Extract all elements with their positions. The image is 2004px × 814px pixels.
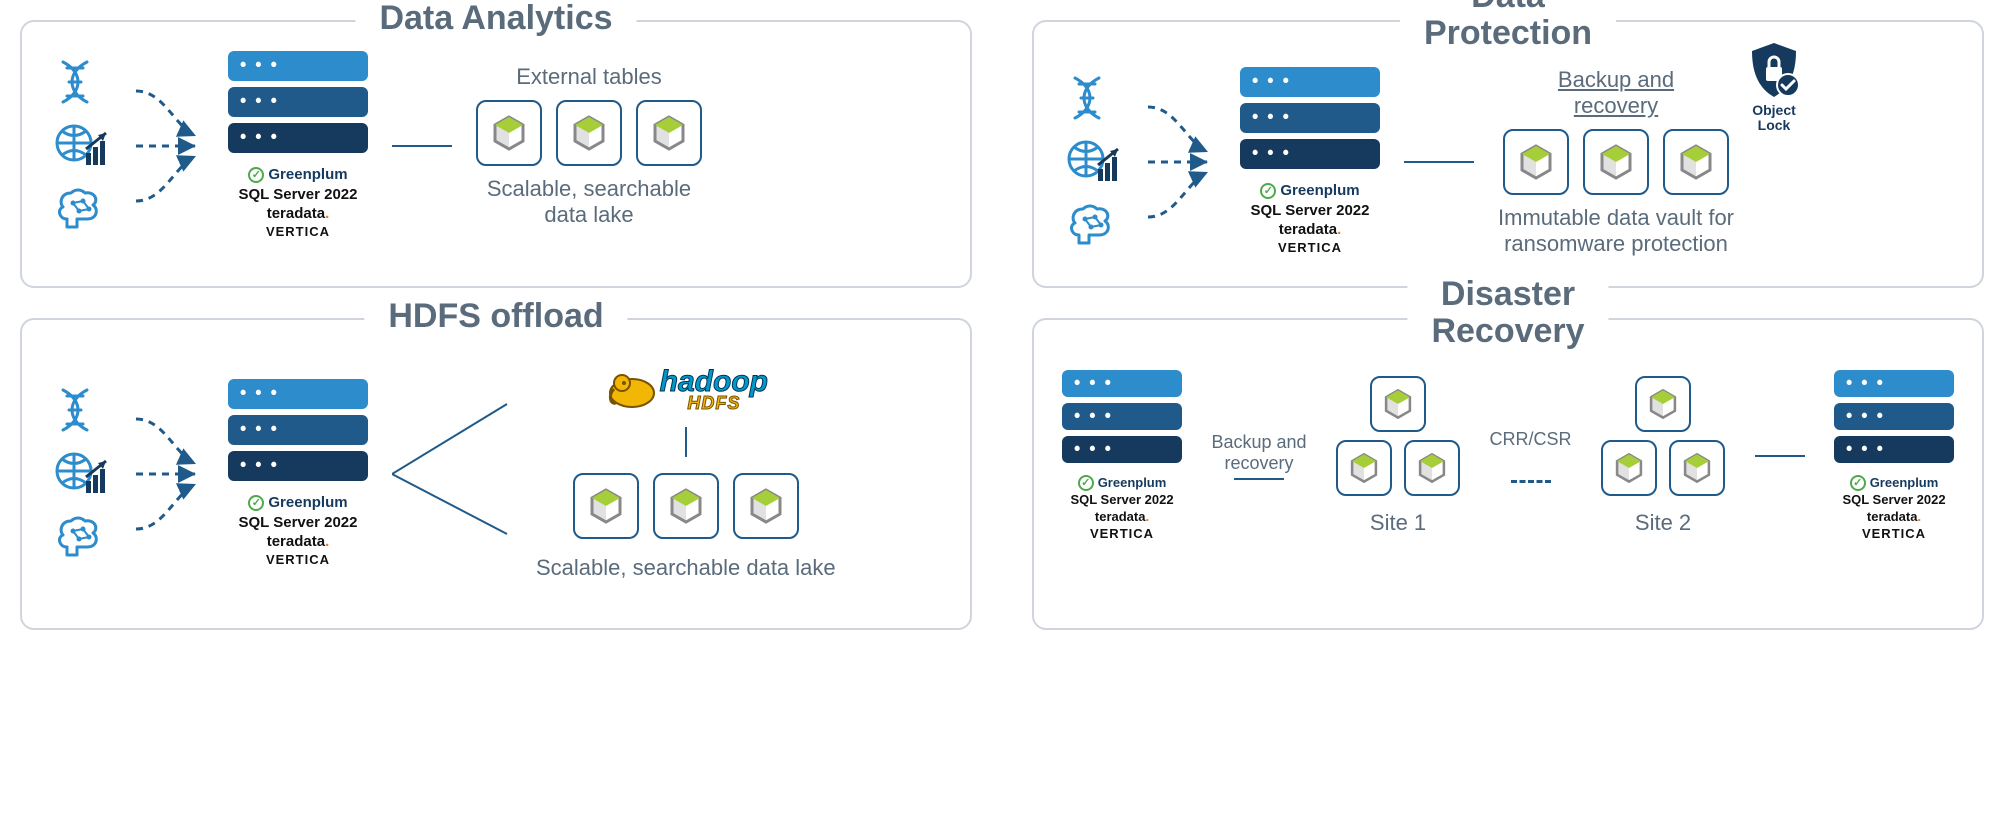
site1-cluster: Site 1 xyxy=(1336,376,1460,536)
source-icons xyxy=(1062,75,1122,249)
teradata-label: teradata xyxy=(1867,509,1918,524)
backup-recovery-label: Backup and recovery xyxy=(1558,67,1674,119)
shield-lock-icon xyxy=(1742,39,1806,103)
storage-node-icon xyxy=(556,100,622,166)
object-lock-label: Object Lock xyxy=(1752,103,1796,134)
storage-node-icon xyxy=(733,473,799,539)
server-stack: ✓Greenplum SQL Server 2022 teradata. VER… xyxy=(1240,67,1380,256)
storage-cluster: Backup and recovery Immutable data vault… xyxy=(1498,67,1734,257)
sqlserver-label: SQL Server 2022 xyxy=(1070,492,1173,509)
greenplum-label: Greenplum xyxy=(1098,475,1167,492)
panel-disaster-recovery: Disaster Recovery ✓Greenplum SQL Server … xyxy=(1032,318,1984,630)
site1-label: Site 1 xyxy=(1370,510,1426,536)
hadoop-logo: hadoop HDFS xyxy=(604,367,768,411)
source-icons xyxy=(50,59,110,233)
panel-hdfs-offload: HDFS offload ✓Greenplum SQL Server 2022 … xyxy=(20,318,972,630)
ai-brain-icon xyxy=(1062,203,1122,249)
storage-node-icon xyxy=(1336,440,1392,496)
greenplum-label: Greenplum xyxy=(1870,475,1939,492)
storage-node-icon xyxy=(1663,129,1729,195)
server-stack-site2: ✓Greenplum SQL Server 2022 teradata. VER… xyxy=(1834,370,1954,543)
storage-node-icon xyxy=(476,100,542,166)
vertica-label: VERTICA xyxy=(239,224,358,241)
server-stack-site1: ✓Greenplum SQL Server 2022 teradata. VER… xyxy=(1062,370,1182,543)
source-icons xyxy=(50,387,110,561)
storage-node-icon xyxy=(573,473,639,539)
greenplum-label: Greenplum xyxy=(268,493,347,513)
storage-node-icon xyxy=(1404,440,1460,496)
globe-chart-icon xyxy=(50,451,110,497)
server-stack: ✓Greenplum SQL Server 2022 teradata. VER… xyxy=(228,379,368,568)
object-lock-badge: Object Lock xyxy=(1742,39,1806,134)
sqlserver-label: SQL Server 2022 xyxy=(239,513,358,533)
server-stack: ✓Greenplum SQL Server 2022 teradata. VER… xyxy=(228,51,368,240)
flow-arrows-icon xyxy=(134,71,204,221)
dna-icon xyxy=(1062,75,1122,121)
greenplum-label: Greenplum xyxy=(268,165,347,185)
connector-line xyxy=(392,145,452,147)
dna-icon xyxy=(50,59,110,105)
ai-brain-icon xyxy=(50,515,110,561)
panel-title: HDFS offload xyxy=(364,298,627,335)
immutable-vault-label: Immutable data vault for ransomware prot… xyxy=(1498,205,1734,257)
site2-cluster: Site 2 xyxy=(1601,376,1725,536)
storage-node-icon xyxy=(1669,440,1725,496)
site2-label: Site 2 xyxy=(1635,510,1691,536)
storage-node-icon xyxy=(653,473,719,539)
teradata-label: teradata xyxy=(267,205,325,222)
db-product-labels: ✓Greenplum SQL Server 2022 teradata. VER… xyxy=(239,165,358,240)
fanout-connector-icon xyxy=(392,384,512,564)
greenplum-label: Greenplum xyxy=(1280,181,1359,201)
vertica-label: VERTICA xyxy=(239,552,358,569)
storage-node-icon xyxy=(1601,440,1657,496)
storage-cluster: External tables Scalable, searchable dat… xyxy=(476,64,702,228)
teradata-label: teradata xyxy=(1095,509,1146,524)
hadoop-wordmark: hadoop xyxy=(660,368,768,395)
storage-node-icon xyxy=(1370,376,1426,432)
teradata-label: teradata xyxy=(267,533,325,550)
sqlserver-label: SQL Server 2022 xyxy=(1251,201,1370,221)
external-tables-label: External tables xyxy=(516,64,662,90)
vertica-label: VERTICA xyxy=(1251,240,1370,257)
vertica-label: VERTICA xyxy=(1842,526,1945,543)
flow-arrows-icon xyxy=(1146,87,1216,237)
crr-csr-label: CRR/CSR xyxy=(1490,429,1572,450)
hadoop-elephant-icon xyxy=(604,367,660,411)
panel-title: Disaster Recovery xyxy=(1407,276,1608,351)
storage-node-icon xyxy=(636,100,702,166)
vertical-connector xyxy=(685,427,687,457)
panel-data-protection: Data Protection ✓Greenplum SQL Server 20… xyxy=(1032,20,1984,288)
panel-title: Data Analytics xyxy=(355,0,636,37)
connector-line xyxy=(1234,478,1284,480)
flow-arrows-icon xyxy=(134,399,204,549)
data-lake-label: Scalable, searchable data lake xyxy=(536,555,836,581)
connector-line xyxy=(1755,455,1805,457)
globe-chart-icon xyxy=(50,123,110,169)
dashed-connector xyxy=(1511,480,1551,483)
storage-cluster xyxy=(573,473,799,539)
storage-node-icon xyxy=(1503,129,1569,195)
panel-title: Data Protection xyxy=(1400,0,1616,53)
data-lake-label: Scalable, searchable data lake xyxy=(487,176,691,228)
backup-recovery-label: Backup and recovery xyxy=(1211,432,1306,474)
sqlserver-label: SQL Server 2022 xyxy=(1842,492,1945,509)
ai-brain-icon xyxy=(50,187,110,233)
storage-node-icon xyxy=(1583,129,1649,195)
server-tier-icon xyxy=(228,51,368,81)
infographic-grid: Data Analytics xyxy=(20,20,1984,630)
dna-icon xyxy=(50,387,110,433)
sqlserver-label: SQL Server 2022 xyxy=(239,185,358,205)
server-tier-icon xyxy=(228,87,368,117)
globe-chart-icon xyxy=(1062,139,1122,185)
panel-data-analytics: Data Analytics xyxy=(20,20,972,288)
connector-line xyxy=(1404,161,1474,163)
storage-node-icon xyxy=(1635,376,1691,432)
teradata-label: teradata xyxy=(1279,221,1337,238)
server-tier-icon xyxy=(228,123,368,153)
hdfs-target-group: hadoop HDFS Scalable, searchable data la… xyxy=(536,367,836,581)
vertica-label: VERTICA xyxy=(1070,526,1173,543)
